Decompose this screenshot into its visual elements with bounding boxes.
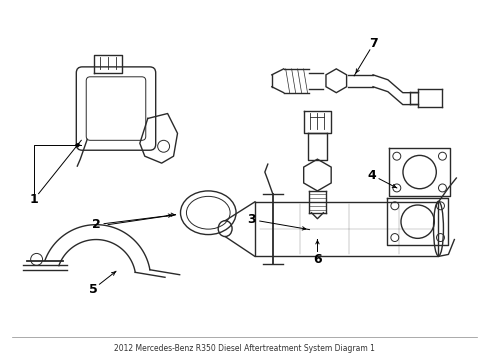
Text: 3: 3: [247, 213, 256, 226]
Text: 2012 Mercedes-Benz R350 Diesel Aftertreatment System Diagram 1: 2012 Mercedes-Benz R350 Diesel Aftertrea…: [113, 344, 374, 353]
Text: 2: 2: [92, 218, 101, 231]
Text: 1: 1: [29, 193, 38, 206]
Text: 7: 7: [369, 37, 378, 50]
Text: 5: 5: [89, 283, 97, 296]
Text: 4: 4: [367, 168, 376, 181]
Text: 6: 6: [312, 253, 321, 266]
